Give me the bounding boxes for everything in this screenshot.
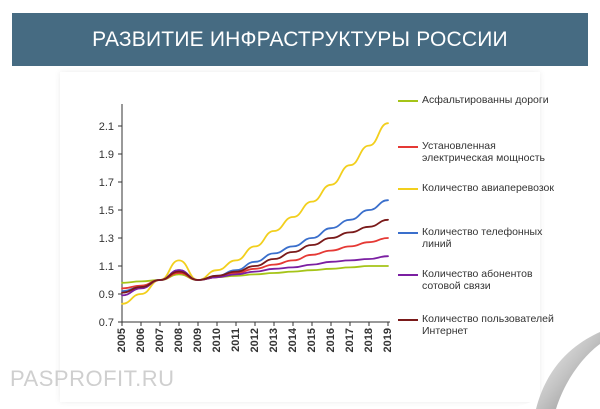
chart-sheet: [60, 72, 540, 402]
x-tick-label: 2017: [344, 328, 356, 352]
y-tick-label: 0.9: [99, 289, 114, 301]
legend-label: Установленная электрическая мощность: [422, 140, 546, 164]
legend-label: Количество пользователей Интернет: [422, 313, 554, 337]
x-tick-label: 2012: [249, 328, 261, 352]
x-tick-label: 2016: [325, 328, 337, 352]
y-tick-label: 1.9: [99, 149, 114, 161]
x-tick-label: 2006: [135, 328, 147, 352]
legend-swatch: [398, 100, 418, 102]
series-line-6: [121, 218, 389, 294]
series-line-3: [121, 122, 389, 305]
x-tick-label: 2008: [173, 328, 185, 352]
legend-swatch: [398, 188, 418, 190]
legend-label: Количество авиаперевозок: [422, 182, 554, 194]
y-tick-label: 1.1: [99, 261, 114, 273]
page-curl-icon: [508, 332, 600, 409]
x-tick-label: 2018: [363, 328, 375, 352]
x-tick-label: 2007: [154, 328, 166, 352]
x-tick-label: 2014: [287, 327, 299, 352]
x-tick-label: 2009: [192, 328, 204, 352]
y-tick-label: 1.7: [99, 177, 114, 189]
site-watermark: PASPROFIT.RU: [10, 366, 175, 391]
y-tick-label: 0.7: [99, 317, 114, 329]
y-tick-label: 1.5: [99, 205, 114, 217]
x-tick-label: 2010: [211, 328, 223, 352]
legend-swatch: [398, 319, 418, 321]
legend-label: Асфальтированны дороги: [422, 94, 549, 106]
y-tick-label: 2.1: [99, 121, 114, 133]
x-tick-label: 2005: [116, 328, 128, 352]
chart-legend: Асфальтированны дороги Установленная элек…: [398, 0, 558, 409]
title-banner: РАЗВИТИЕ ИНФРАСТРУКТУРЫ РОССИИ: [12, 13, 588, 66]
page-title: РАЗВИТИЕ ИНФРАСТРУКТУРЫ РОССИИ: [92, 27, 508, 51]
legend-label: Количество абонентов сотовой связи: [422, 268, 533, 292]
x-tick-label: 2013: [268, 328, 280, 352]
x-tick-label: 2011: [230, 328, 242, 352]
x-tick-label: 2015: [306, 328, 318, 352]
legend-swatch: [398, 146, 418, 148]
legend-swatch: [398, 274, 418, 276]
legend-swatch: [398, 232, 418, 234]
x-tick-label: 2019: [382, 328, 394, 352]
legend-label: Количество телефонных линий: [422, 226, 543, 250]
y-tick-label: 1.3: [99, 233, 114, 245]
